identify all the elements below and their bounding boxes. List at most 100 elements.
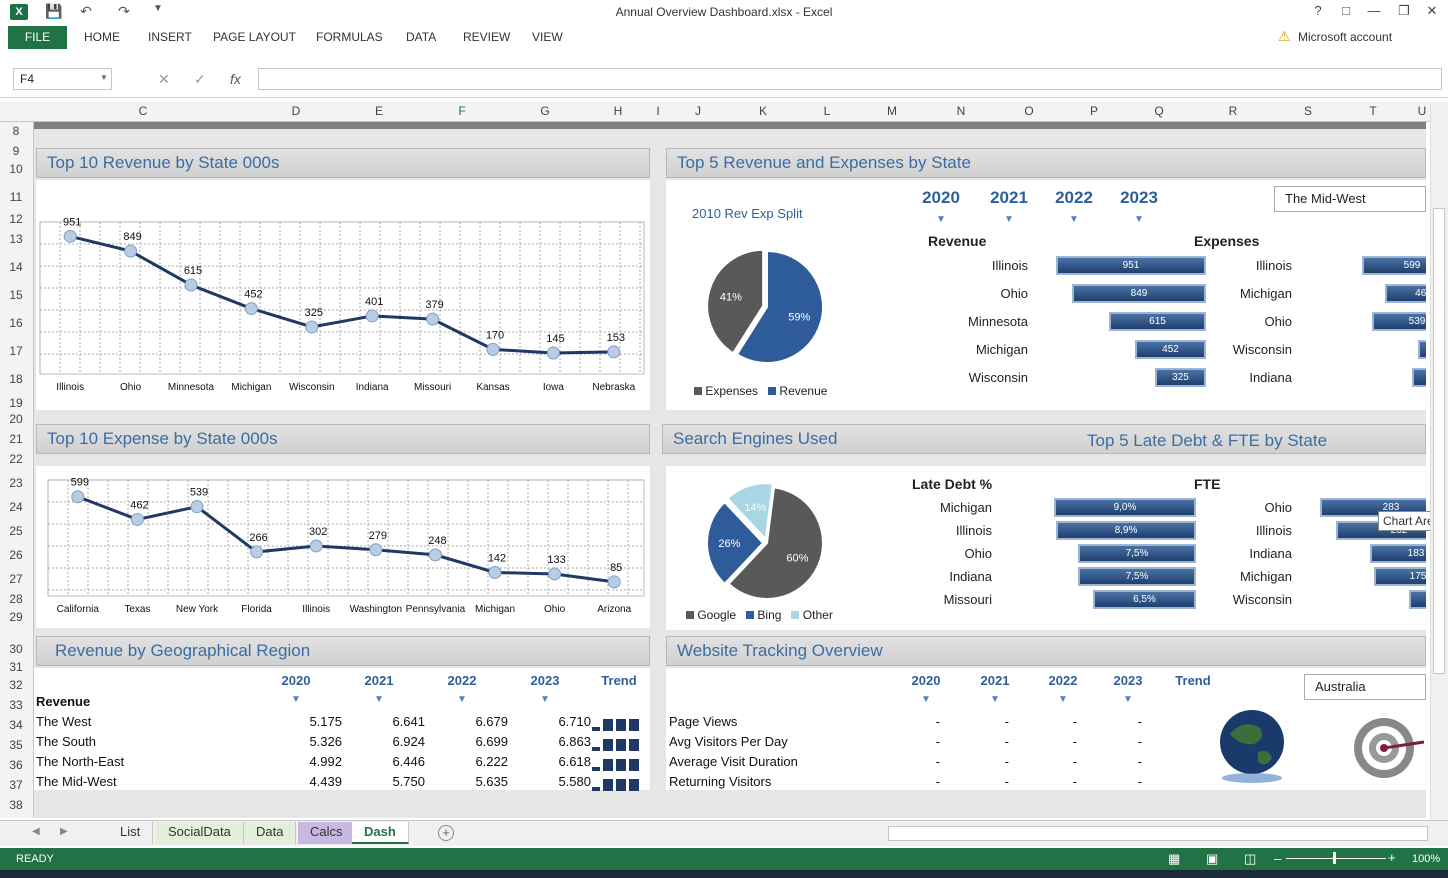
top5-expenses-bar-4[interactable]: 302 [1412, 368, 1426, 387]
country-select[interactable]: Australia [1304, 674, 1426, 700]
top5-revenue-bar-2[interactable]: 615 [1109, 312, 1206, 331]
row-header-28[interactable]: 28 [9, 592, 23, 606]
sheet-tab-calcs[interactable]: Calcs [298, 822, 356, 844]
revenue-point-2[interactable] [184, 278, 198, 292]
revenue-line-chart[interactable]: 951 Illinois 849 Ohio 615 Minnesota 452 Michiga… [36, 180, 650, 410]
row-header-32[interactable]: 32 [9, 678, 23, 692]
zoom-slider[interactable] [1286, 858, 1386, 859]
revexp-slice-expenses[interactable] [706, 248, 765, 355]
tab-formulas[interactable]: FORMULAS [316, 30, 383, 44]
search-slice-google[interactable] [727, 486, 824, 600]
revenue-point-8[interactable] [546, 346, 560, 360]
row-header-12[interactable]: 12 [9, 212, 23, 226]
tab-file[interactable]: FILE [8, 26, 67, 49]
row-header-35[interactable]: 35 [9, 738, 23, 752]
row-header-36[interactable]: 36 [9, 758, 23, 772]
row-header-21[interactable]: 21 [9, 432, 23, 446]
tab-page-layout[interactable]: PAGE LAYOUT [213, 30, 296, 44]
search-slice-bing[interactable] [706, 500, 765, 586]
name-box[interactable]: F4 [13, 68, 112, 90]
enter-icon[interactable]: ✓ [194, 71, 206, 87]
revenue-point-7[interactable] [486, 342, 500, 356]
top5-expenses-bar-1[interactable]: 462 [1385, 284, 1426, 303]
tab-review[interactable]: REVIEW [463, 30, 511, 44]
row-header-31[interactable]: 31 [9, 660, 23, 674]
web-year-filter-icon-2022[interactable]: ▼ [1058, 694, 1068, 705]
revenue-series-line[interactable] [69, 234, 614, 355]
column-header-o[interactable]: O [1024, 104, 1034, 118]
row-header-25[interactable]: 25 [9, 524, 23, 538]
geo-year-2020[interactable]: 2020 [281, 673, 311, 688]
geo-year-2022[interactable]: 2022 [447, 673, 477, 688]
expense-point-2[interactable] [190, 500, 204, 514]
row-header-8[interactable]: 8 [12, 124, 20, 138]
region-select[interactable]: The Mid-West [1274, 186, 1426, 212]
restore-icon[interactable]: ❐ [1398, 3, 1410, 18]
column-header-c[interactable]: C [138, 104, 148, 118]
column-header-j[interactable]: J [695, 104, 701, 118]
row-header-16[interactable]: 16 [9, 316, 23, 330]
top5-revenue-bar-1[interactable]: 849 [1072, 284, 1206, 303]
formula-input[interactable] [258, 68, 1442, 90]
redo-icon[interactable]: ↷ [118, 3, 130, 19]
web-year-2020[interactable]: 2020 [911, 673, 941, 688]
minimize-icon[interactable]: — [1367, 3, 1381, 18]
tab-insert[interactable]: INSERT [148, 30, 192, 44]
revexp-slice-revenue[interactable] [735, 249, 824, 364]
column-header-q[interactable]: Q [1154, 104, 1164, 118]
page-break-view-icon[interactable]: ◫ [1244, 851, 1257, 866]
row-header-26[interactable]: 26 [9, 548, 23, 562]
row-header-15[interactable]: 15 [9, 288, 23, 302]
tab-data[interactable]: DATA [406, 30, 437, 44]
expense-point-9[interactable] [607, 575, 621, 589]
web-year-filter-icon-2020[interactable]: ▼ [921, 694, 931, 705]
column-header-i[interactable]: I [656, 104, 660, 118]
zoom-level[interactable]: 100% [1412, 853, 1441, 865]
row-header-9[interactable]: 9 [12, 144, 20, 158]
row-header-29[interactable]: 29 [9, 610, 23, 624]
web-year-filter-icon-2023[interactable]: ▼ [1123, 694, 1133, 705]
column-header-d[interactable]: D [291, 104, 301, 118]
column-header-l[interactable]: L [823, 104, 831, 118]
horizontal-scrollbar[interactable] [888, 826, 1428, 841]
geo-year-filter-icon-2020[interactable]: ▼ [291, 694, 301, 705]
late-debt-bar-0[interactable]: 9,0% [1054, 498, 1196, 517]
row-header-37[interactable]: 37 [9, 778, 23, 792]
tab-home[interactable]: HOME [84, 30, 120, 44]
year-filter-2021[interactable]: 2021 [990, 188, 1028, 207]
expense-line-chart[interactable]: 599 California 462 Texas 539 New York 266 Flori… [36, 466, 650, 628]
expense-point-6[interactable] [428, 548, 442, 562]
expense-point-4[interactable] [309, 539, 323, 553]
row-header-19[interactable]: 19 [9, 396, 23, 410]
search-panel[interactable]: 60% 26% 14% Google Bing Other Late Debt % … [666, 466, 1426, 630]
sheet-tab-data[interactable]: Data [244, 822, 297, 844]
year-filter-icon-2022[interactable]: ▼ [1069, 214, 1079, 225]
sheet-tab-socialdata[interactable]: SocialData [156, 822, 244, 844]
column-header-n[interactable]: N [956, 104, 966, 118]
web-year-2021[interactable]: 2021 [980, 673, 1010, 688]
row-header-13[interactable]: 13 [9, 232, 23, 246]
close-icon[interactable]: ✕ [1426, 3, 1438, 18]
search-slice-other[interactable] [726, 482, 774, 542]
year-filter-icon-2023[interactable]: ▼ [1134, 214, 1144, 225]
web-year-filter-icon-2021[interactable]: ▼ [990, 694, 1000, 705]
save-icon[interactable]: 💾 [45, 3, 63, 19]
name-box-dropdown-icon[interactable]: ▼ [100, 73, 108, 82]
ribbon-display-icon[interactable]: □ [1342, 3, 1350, 18]
year-filter-2022[interactable]: 2022 [1055, 188, 1093, 207]
row-header-23[interactable]: 23 [9, 476, 23, 490]
expense-series-line[interactable] [77, 495, 615, 584]
geo-year-filter-icon-2021[interactable]: ▼ [374, 694, 384, 705]
row-header-14[interactable]: 14 [9, 260, 23, 274]
add-sheet-icon[interactable]: + [438, 825, 454, 841]
row-header-24[interactable]: 24 [9, 500, 23, 514]
geo-year-2023[interactable]: 2023 [530, 673, 560, 688]
fte-bar-3[interactable]: 175 [1374, 567, 1426, 586]
zoom-out-icon[interactable]: – [1274, 851, 1282, 866]
row-header-30[interactable]: 30 [9, 642, 23, 656]
row-header-18[interactable]: 18 [9, 372, 23, 386]
revenue-point-1[interactable] [124, 244, 138, 258]
column-header-p[interactable]: P [1089, 104, 1098, 118]
revenue-point-4[interactable] [305, 320, 319, 334]
top5-expenses-bar-0[interactable]: 599 [1362, 256, 1426, 275]
